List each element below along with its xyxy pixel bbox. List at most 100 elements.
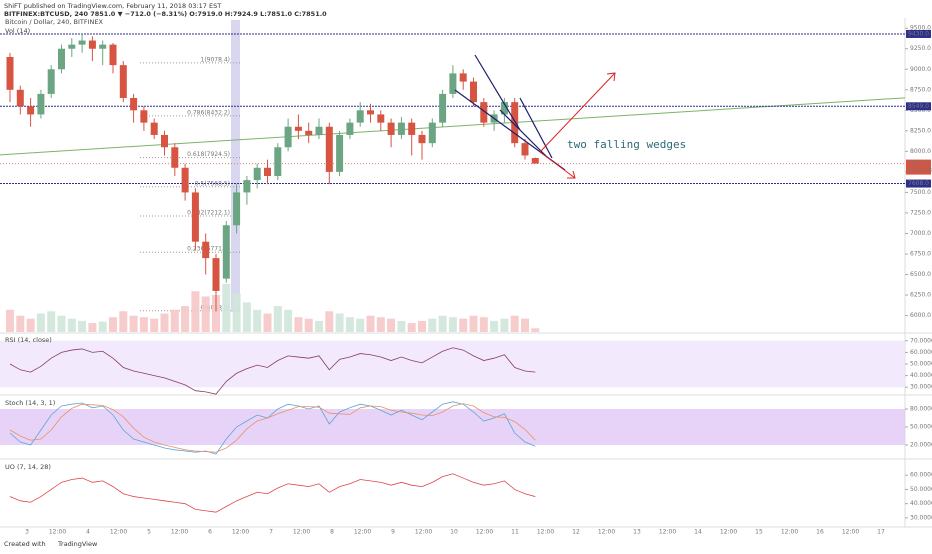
candle-body	[109, 44, 117, 66]
y-tick-label: 9250.0	[910, 45, 931, 52]
y-tick-label: 70.0000	[910, 337, 932, 344]
highlight-band	[231, 20, 240, 312]
candle-body	[397, 122, 405, 135]
candle-body	[222, 225, 230, 279]
x-tick-label: 8	[330, 529, 334, 536]
x-tick-label: 12:00	[659, 529, 676, 536]
x-tick-label: 12:00	[354, 529, 371, 536]
candle-body	[88, 40, 96, 49]
candle-body	[480, 102, 488, 123]
candle-body	[428, 122, 436, 144]
y-tick-label: 40.0000	[910, 500, 932, 507]
volume-bar	[139, 317, 148, 332]
volume-bar	[47, 311, 56, 332]
volume-bar	[521, 318, 529, 332]
fib-label: 0.5(7568.5)	[195, 180, 230, 187]
volume-bar	[376, 317, 385, 332]
candle-body	[6, 56, 14, 90]
volume-bar	[150, 318, 159, 332]
candle-body	[16, 89, 24, 107]
volume-bar	[222, 283, 231, 332]
candle-body	[521, 143, 529, 156]
volume-bar	[284, 309, 293, 332]
candle-body	[531, 158, 539, 164]
arrow	[539, 151, 576, 179]
last-price-label: 7851.0	[908, 160, 929, 167]
x-tick-label: 12:00	[842, 529, 859, 536]
candle-body	[449, 73, 457, 94]
volume-bar	[253, 309, 262, 332]
y-tick-label: 9000.0	[910, 66, 931, 73]
volume-bar	[16, 315, 25, 332]
level-tag	[906, 102, 931, 111]
candle-body	[315, 126, 323, 135]
candle-body	[387, 122, 395, 135]
volume-bar	[490, 320, 499, 332]
candle-body	[161, 134, 168, 148]
candle-body	[367, 110, 374, 115]
x-tick-label: 3	[25, 529, 29, 536]
y-tick-label: 30.0000	[910, 514, 932, 521]
volume-bar	[109, 317, 117, 332]
candle-body	[150, 122, 158, 135]
volume-bar	[479, 317, 488, 332]
volume-bar	[531, 328, 540, 332]
y-tick-label: 60.0000	[910, 349, 932, 356]
volume-bar	[191, 291, 200, 332]
candle-body	[68, 44, 76, 49]
candle-body	[470, 81, 477, 103]
candle-body	[274, 147, 282, 176]
level-label: 7608.0	[908, 180, 929, 187]
band	[0, 409, 905, 445]
x-tick-label: 12:00	[171, 529, 188, 536]
candle-body	[346, 122, 354, 135]
y-tick-label: 9500.0	[910, 25, 931, 32]
candle-body	[181, 167, 189, 193]
y-tick-label: 8750.0	[910, 86, 931, 93]
candle-body	[459, 73, 467, 82]
pane-title: Vol (14)	[5, 27, 30, 35]
y-tick-label: 7250.0	[910, 209, 931, 216]
volume-bar	[500, 318, 509, 332]
x-tick-label: 14	[694, 529, 702, 536]
wedge-line	[474, 54, 521, 131]
annotation: two falling wedges	[567, 138, 686, 151]
published-line: ShiFT published on TradingView.com, Febr…	[4, 2, 221, 10]
volume-bar	[242, 302, 251, 332]
candle-body	[325, 126, 333, 172]
indicator-line	[9, 401, 536, 455]
volume-bar	[418, 320, 426, 332]
volume-bar	[160, 313, 169, 332]
arrow-head	[606, 72, 616, 82]
x-tick-label: 12:00	[293, 529, 310, 536]
level-tag	[906, 179, 931, 188]
arrow	[539, 72, 616, 153]
volume-bar	[387, 318, 396, 332]
level-label: 9430.0	[908, 30, 929, 37]
volume-bar	[57, 315, 66, 332]
candle-body	[305, 130, 313, 135]
pane-title: Bitcoin / Dollar, 240, BITFINEX	[5, 18, 104, 26]
volume-bar	[181, 306, 190, 332]
volume-bar	[36, 313, 45, 332]
volume-bar	[438, 315, 447, 332]
candle-body	[439, 93, 447, 123]
candle-body	[27, 106, 35, 115]
volume-bar	[304, 318, 313, 332]
volume-bar	[273, 306, 282, 332]
x-tick-label: 7	[269, 529, 273, 536]
arrow-head	[567, 170, 576, 179]
volume-bar	[510, 315, 519, 332]
pane-title: Stoch (14, 3, 1)	[5, 399, 55, 407]
x-tick-label: 12:00	[49, 529, 66, 536]
wedge-line	[499, 109, 549, 159]
pane-title: RSI (14, close)	[5, 336, 52, 344]
y-tick-label: 50.0000	[910, 424, 932, 431]
candle-body	[99, 44, 107, 49]
x-tick-label: 12:00	[537, 529, 554, 536]
candle-body	[253, 167, 261, 181]
y-tick-label: 8500.0	[910, 107, 931, 114]
y-tick-label: 20.0000	[910, 442, 932, 449]
volume-bar	[397, 320, 406, 332]
